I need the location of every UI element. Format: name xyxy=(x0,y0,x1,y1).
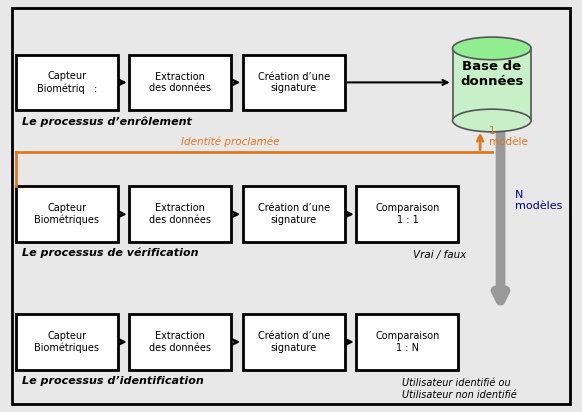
Bar xyxy=(129,55,231,110)
Bar xyxy=(243,186,345,242)
Text: Comparaison
1 : 1: Comparaison 1 : 1 xyxy=(375,204,439,225)
Text: Création d’une
signature: Création d’une signature xyxy=(258,204,330,225)
Text: N
modèles: N modèles xyxy=(515,190,562,211)
Text: Le processus d’identification: Le processus d’identification xyxy=(22,376,204,386)
Bar xyxy=(129,186,231,242)
Text: Création d’une
signature: Création d’une signature xyxy=(258,72,330,93)
Bar xyxy=(243,314,345,370)
Bar xyxy=(356,314,458,370)
Text: Comparaison
1 : N: Comparaison 1 : N xyxy=(375,331,439,353)
Text: Capteur
Biométriq   :: Capteur Biométriq : xyxy=(37,71,97,94)
Bar xyxy=(16,186,118,242)
Text: Base de
données: Base de données xyxy=(460,60,523,88)
Text: Identité proclamée: Identité proclamée xyxy=(182,137,280,147)
Text: Le processus d’enrôlement: Le processus d’enrôlement xyxy=(22,116,191,126)
Bar xyxy=(243,55,345,110)
Text: Capteur
Biométriques: Capteur Biométriques xyxy=(34,203,100,225)
Text: Extraction
des données: Extraction des données xyxy=(150,331,211,353)
Ellipse shape xyxy=(452,37,531,60)
Bar xyxy=(16,55,118,110)
Bar xyxy=(453,49,531,121)
Text: Capteur
Biométriques: Capteur Biométriques xyxy=(34,331,100,353)
Bar xyxy=(129,314,231,370)
Text: Vrai / faux: Vrai / faux xyxy=(413,250,467,260)
Ellipse shape xyxy=(452,109,531,132)
Bar xyxy=(16,314,118,370)
Text: 1
modèle: 1 modèle xyxy=(489,126,528,147)
Text: Création d’une
signature: Création d’une signature xyxy=(258,331,330,353)
Text: Extraction
des données: Extraction des données xyxy=(150,72,211,93)
Text: Le processus de vérification: Le processus de vérification xyxy=(22,248,198,258)
Text: Utilisateur identifié ou
Utilisateur non identifié: Utilisateur identifié ou Utilisateur non… xyxy=(402,378,516,400)
Text: Extraction
des données: Extraction des données xyxy=(150,204,211,225)
Bar xyxy=(356,186,458,242)
